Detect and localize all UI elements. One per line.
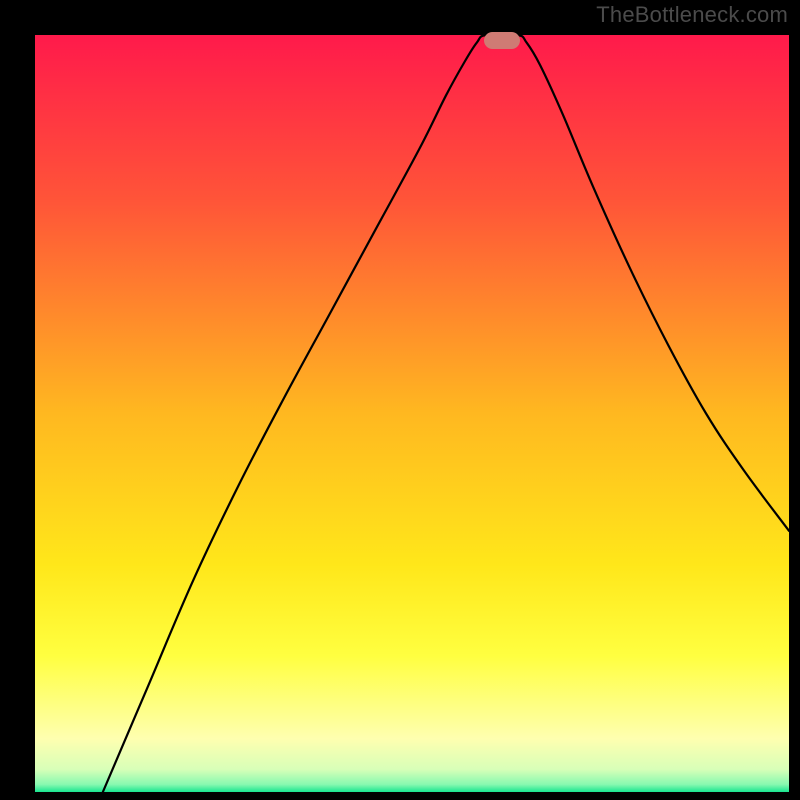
bottleneck-curve-path [103, 34, 789, 792]
chart-frame: TheBottleneck.com [0, 0, 800, 800]
bottleneck-curve [0, 0, 800, 800]
attribution-watermark: TheBottleneck.com [596, 2, 788, 28]
optimal-marker [484, 32, 520, 49]
